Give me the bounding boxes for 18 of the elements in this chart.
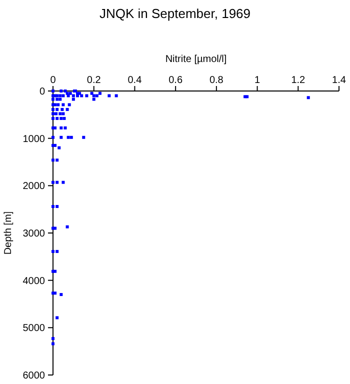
y-tick-label: 6000 <box>22 370 46 382</box>
y-axis-title: Depth [m] <box>3 211 14 255</box>
x-axis-title: Nitrite [µmol/l] <box>165 54 227 65</box>
y-tick-label: 3000 <box>22 228 46 240</box>
y-tick-label: 5000 <box>22 323 46 334</box>
y-tick-label: 4000 <box>22 276 46 287</box>
x-tick-label: 0 <box>50 75 56 86</box>
y-tick-label: 0 <box>39 86 46 98</box>
chart-title: JNQK in September, 1969 <box>99 6 251 21</box>
x-tick-label: 1.4 <box>332 75 346 86</box>
x-tick-label: 0.8 <box>209 75 224 86</box>
x-tick-label: 0.6 <box>168 75 183 86</box>
x-tick-label: 1.2 <box>291 75 306 86</box>
x-tick-label: 0.4 <box>128 75 142 86</box>
x-tick-label: 1 <box>254 75 261 86</box>
x-tick-label: 0.2 <box>86 75 102 86</box>
y-tick-label: 1000 <box>22 134 46 145</box>
y-tick-label: 2000 <box>22 181 46 192</box>
